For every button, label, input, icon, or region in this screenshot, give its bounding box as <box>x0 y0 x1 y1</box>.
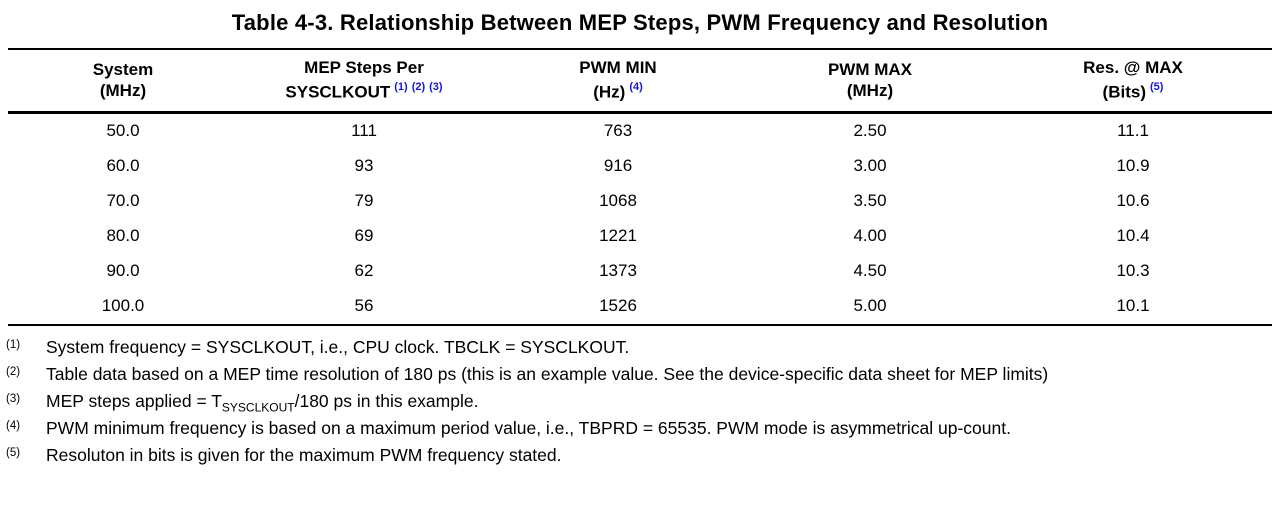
footnote-ref-link-4[interactable]: (4) <box>629 81 643 93</box>
table-cell: 11.1 <box>1117 121 1149 141</box>
table-cell: 100.0 <box>101 296 145 316</box>
footnote-marker: (4) <box>6 419 21 432</box>
table-row: 80.0 69 1221 4.00 10.4 <box>8 219 1272 254</box>
table-cell: 79 <box>354 191 374 211</box>
header-line: (MHz) <box>846 80 894 100</box>
table-cell: 4.00 <box>853 226 887 246</box>
footnote-marker: (2) <box>6 365 21 378</box>
table-cell: 3.50 <box>853 191 887 211</box>
column-header-mep-steps: MEP Steps Per SYSCLKOUT (1) (2) (3) <box>238 49 490 114</box>
table-cell: 763 <box>603 121 633 141</box>
table-cell: 90.0 <box>106 261 140 281</box>
footnote-3: (3) MEP steps applied = TSYSCLKOUT/180 p… <box>6 388 1270 415</box>
column-header-res-max: Res. @ MAX (Bits) (5) <box>994 49 1272 114</box>
header-line: (Hz) <box>593 82 626 102</box>
header-line: (MHz) <box>99 80 147 100</box>
table-cell: 60.0 <box>106 156 140 176</box>
table-cell: 70.0 <box>106 191 140 211</box>
table-cell: 2.50 <box>853 121 887 141</box>
header-line: SYSCLKOUT <box>285 82 391 102</box>
header-line: PWM MAX <box>827 59 913 79</box>
footnote-text: MEP steps applied = TSYSCLKOUT/180 ps in… <box>46 388 1270 415</box>
footnote-ref-link-5[interactable]: (5) <box>1150 81 1164 93</box>
mep-resolution-table: System (MHz) MEP Steps Per SYSCLKOUT (1)(… <box>8 48 1272 326</box>
header-line: MEP Steps Per <box>304 58 424 77</box>
header-line: Res. @ MAX <box>1083 58 1183 77</box>
footnote-4: (4) PWM minimum frequency is based on a … <box>6 415 1270 442</box>
table-cell: 56 <box>354 296 374 316</box>
footnote-text-pre: MEP steps applied = T <box>46 390 222 411</box>
table-cell: 62 <box>354 261 374 281</box>
footnote-ref-link-2[interactable]: (2) <box>411 81 426 93</box>
table-cell: 1221 <box>599 226 637 246</box>
header-line: PWM MIN <box>579 58 657 77</box>
footnote-marker: (3) <box>6 392 21 405</box>
footnote-text-subscript: SYSCLKOUT <box>221 400 295 415</box>
footnote-5: (5) Resoluton in bits is given for the m… <box>6 442 1270 469</box>
table-row: 50.0 111 763 2.50 11.1 <box>8 112 1272 149</box>
table-cell: 10.9 <box>1116 156 1150 176</box>
footnotes-section: (1) System frequency = SYSCLKOUT, i.e., … <box>6 334 1270 469</box>
table-cell: 1373 <box>599 261 637 281</box>
table-row: 90.0 62 1373 4.50 10.3 <box>8 254 1272 289</box>
footnote-text: PWM minimum frequency is based on a maxi… <box>46 417 1011 438</box>
table-header-row: System (MHz) MEP Steps Per SYSCLKOUT (1)(… <box>8 49 1272 114</box>
table-cell: 111 <box>351 121 377 141</box>
footnote-ref-link-1[interactable]: (1) <box>394 81 408 93</box>
table-row: 100.0 56 1526 5.00 10.1 <box>8 289 1272 325</box>
table-row: 60.0 93 916 3.00 10.9 <box>8 149 1272 184</box>
table-cell: 10.4 <box>1116 226 1150 246</box>
table-cell: 93 <box>354 156 374 176</box>
table-cell: 80.0 <box>106 226 140 246</box>
header-line: (Bits) <box>1102 82 1146 102</box>
footnote-text: Resoluton in bits is given for the maxim… <box>46 444 562 465</box>
footnote-text-post: /180 ps in this example. <box>294 390 479 411</box>
table-cell: 3.00 <box>853 156 887 176</box>
table-row: 70.0 79 1068 3.50 10.6 <box>8 184 1272 219</box>
table-caption: Table 4-3. Relationship Between MEP Step… <box>231 10 1049 35</box>
footnote-marker: (5) <box>6 446 21 459</box>
footnote-1: (1) System frequency = SYSCLKOUT, i.e., … <box>6 334 1270 361</box>
column-header-pwm-max: PWM MAX (MHz) <box>746 49 994 114</box>
table-cell: 4.50 <box>853 261 887 281</box>
table-cell: 50.0 <box>106 121 140 141</box>
footnote-ref-link-3[interactable]: (3) <box>429 81 443 93</box>
table-cell: 69 <box>354 226 374 246</box>
table-cell: 10.1 <box>1116 296 1150 316</box>
table-cell: 5.00 <box>853 296 887 316</box>
table-cell: 10.6 <box>1116 191 1150 211</box>
column-header-system-mhz: System (MHz) <box>8 49 238 114</box>
table-cell: 1526 <box>599 296 637 316</box>
footnote-text: Table data based on a MEP time resolutio… <box>46 363 1049 384</box>
footnote-marker: (1) <box>6 338 21 351</box>
column-header-pwm-min: PWM MIN (Hz) (4) <box>490 49 746 114</box>
header-line: System <box>92 59 154 79</box>
table-cell: 10.3 <box>1116 261 1150 281</box>
footnote-text: System frequency = SYSCLKOUT, i.e., CPU … <box>46 336 630 357</box>
table-cell: 1068 <box>599 191 637 211</box>
table-cell: 916 <box>603 156 633 176</box>
footnote-2: (2) Table data based on a MEP time resol… <box>6 361 1270 388</box>
